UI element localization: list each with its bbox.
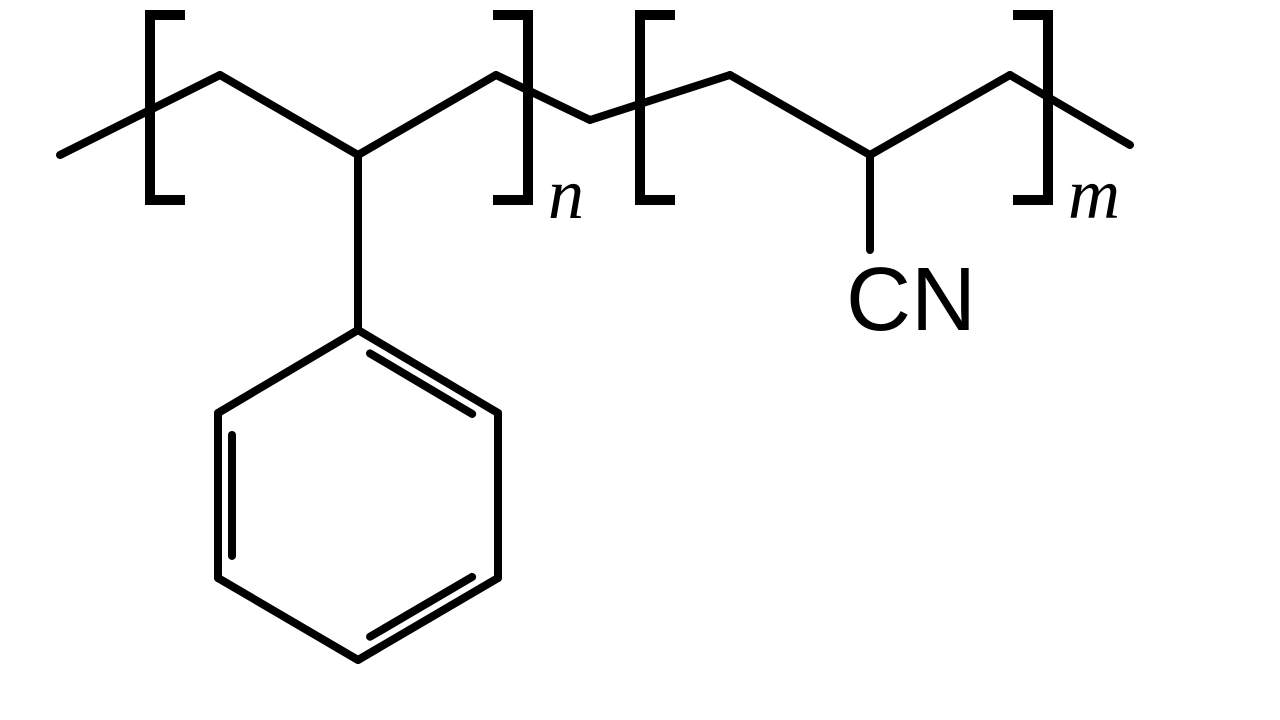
- subscript-m: m: [1068, 154, 1120, 234]
- copolymer-structure-diagram: n m CN: [0, 0, 1280, 720]
- repeat-brackets: [150, 15, 1048, 200]
- bond-lines: [60, 75, 1130, 660]
- subscript-n: n: [548, 154, 584, 234]
- text-labels: n m CN: [548, 154, 1120, 350]
- nitrile-label: CN: [846, 250, 976, 350]
